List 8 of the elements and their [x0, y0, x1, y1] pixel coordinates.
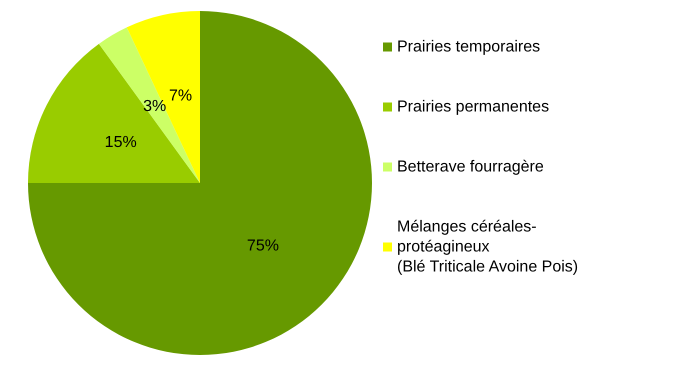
data-label: 7%: [169, 88, 192, 105]
legend-label: Betterave fourragère: [397, 158, 544, 176]
legend-label: Mélanges céréales- protéagineux (Blé Triticale Avoine Pois): [397, 218, 578, 276]
legend-label: Prairies permanentes: [397, 98, 550, 116]
data-label: 75%: [246, 237, 279, 254]
data-label: 15%: [104, 134, 137, 152]
data-label: 3%: [143, 98, 166, 115]
legend-label: Prairies temporaires: [397, 38, 540, 56]
